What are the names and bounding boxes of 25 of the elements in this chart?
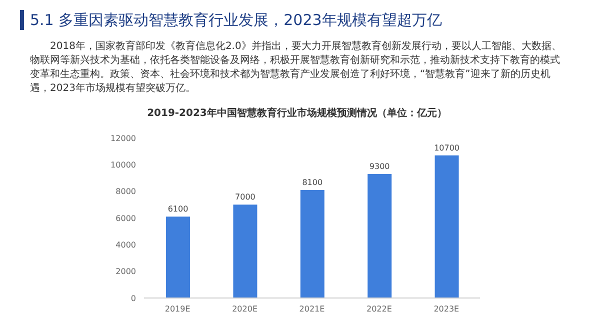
data-label: 8100 — [302, 178, 323, 187]
y-tick-label: 4000 — [116, 240, 136, 250]
data-label: 9300 — [369, 162, 390, 171]
bar — [300, 190, 324, 298]
data-label: 6100 — [168, 204, 188, 214]
bar — [233, 204, 258, 298]
x-tick-label: 2020E — [232, 304, 258, 314]
bar — [166, 216, 190, 298]
y-tick-label: 6000 — [116, 214, 136, 223]
chart-title: 5.1 多重因素驱动智慧教育行业发展，2023年规模有望超万亿 — [30, 10, 442, 30]
chart-subtitle: 2019-2023年中国智慧教育行业市场规模预测情况（单位：亿元） — [146, 106, 448, 120]
data-label: 7000 — [235, 192, 256, 202]
x-tick-label: 2021E — [299, 304, 325, 314]
y-tick-label: 12000 — [110, 134, 136, 143]
x-tick-label: 2019E — [164, 304, 190, 314]
bar — [368, 174, 392, 298]
bar — [434, 155, 459, 298]
data-label: 10700 — [434, 143, 460, 152]
y-tick-label: 2000 — [116, 267, 136, 276]
y-tick-label: 10000 — [110, 160, 136, 170]
x-tick-label: 2023E — [434, 304, 460, 314]
y-tick-label: 0 — [130, 294, 136, 303]
x-tick-label: 2022E — [366, 304, 392, 314]
text: 2018年，国家教育部印发《教育信息化2.0》并指出，要大力开展智慧教育创新发展行动，要以人工智能、大数据、物联网等新兴技术为基础，依托各类智能设备及网络，积极开展智慧教育创新研究和示范，推动新技术支持下教育的模式变革和生态重构。政策、资本、社会环境和技术都为智慧教育产业发展创造了利好环境，“智慧教育”迎来了新的历史机遇，2023年市场规模有望突破万亿。 — [30, 40, 562, 96]
y-tick-label: 8000 — [116, 187, 136, 196]
